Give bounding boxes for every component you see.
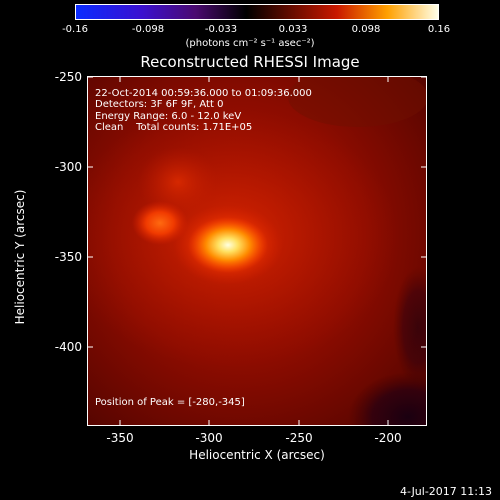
y-tick-label: -250	[54, 70, 82, 84]
colorbar-tick-label: 0.098	[351, 24, 381, 35]
colorbar	[75, 4, 439, 20]
colorbar-tick-label: -0.16	[62, 24, 88, 35]
rhessi-image	[88, 77, 426, 425]
info-peak-position: Position of Peak = [-280,-345]	[95, 397, 245, 408]
info-detectors: Detectors: 3F 6F 9F, Att 0	[95, 99, 224, 110]
plot-title: Reconstructed RHESSI Image	[140, 53, 360, 71]
colorbar-tick-label: 0.033	[278, 24, 308, 35]
info-energy-range: Energy Range: 6.0 - 12.0 keV	[95, 111, 242, 122]
y-tick-label: -350	[54, 250, 82, 264]
info-clean-counts: Clean Total counts: 1.71E+05	[95, 122, 253, 133]
plot-frame	[87, 76, 427, 426]
x-tick-label: -350	[106, 431, 134, 445]
colorbar-tick-label: -0.098	[131, 24, 165, 35]
x-tick-label: -250	[285, 431, 313, 445]
y-axis-label: Heliocentric Y (arcsec)	[13, 189, 27, 325]
x-axis-label: Heliocentric X (arcsec)	[189, 448, 325, 462]
y-tick-label: -400	[54, 340, 82, 354]
y-tick-label: -300	[54, 160, 82, 174]
colorbar-tick-label: -0.033	[204, 24, 238, 35]
info-time-range: 22-Oct-2014 00:59:36.000 to 01:09:36.000	[95, 88, 312, 99]
colorbar-units: (photons cm⁻² s⁻¹ asec⁻²)	[185, 38, 315, 49]
x-tick-label: -300	[195, 431, 223, 445]
generation-date: 4-Jul-2017 11:13	[399, 485, 492, 498]
x-tick-label: -200	[374, 431, 402, 445]
colorbar-tick-label: 0.16	[427, 24, 451, 35]
